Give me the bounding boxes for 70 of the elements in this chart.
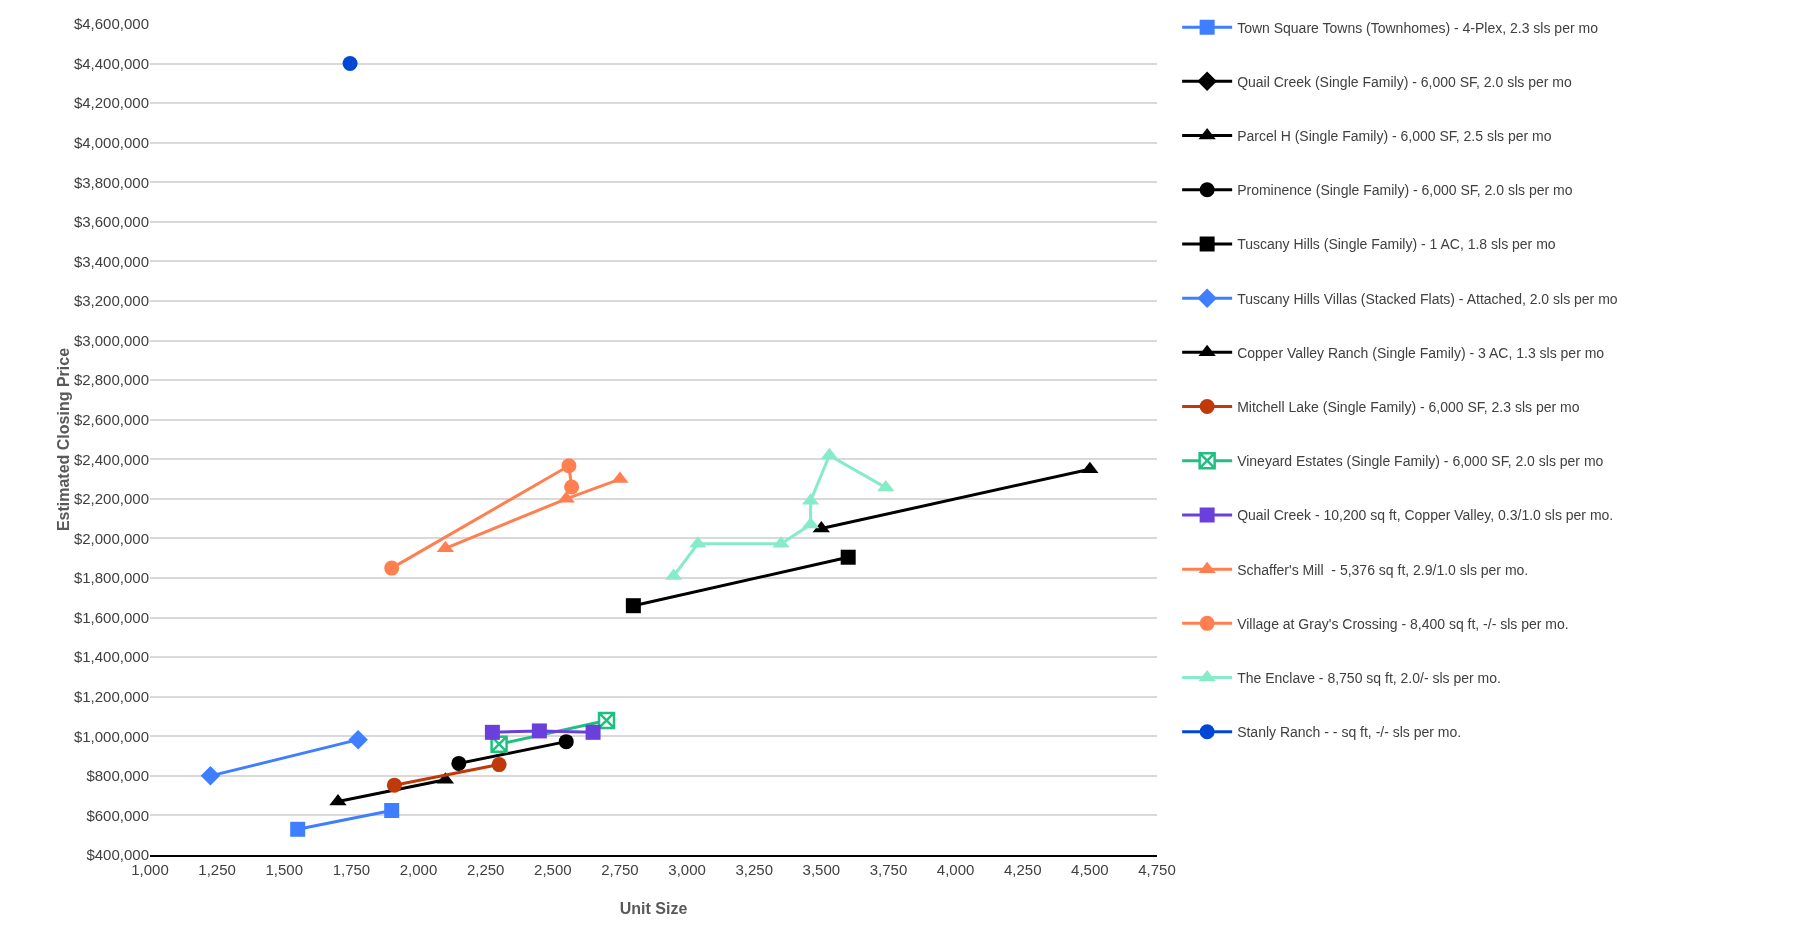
point <box>840 549 856 565</box>
x-tick-label: 4,500 <box>1071 861 1109 878</box>
y-tick-label: $2,600,000 <box>73 410 149 428</box>
x-tick-label: 2,250 <box>466 861 505 878</box>
y-tick-label: $1,800,000 <box>73 569 149 587</box>
y-tick-label: $1,600,000 <box>73 608 149 626</box>
point <box>625 598 641 614</box>
y-tick-label: $4,600,000 <box>73 15 149 33</box>
point <box>384 560 400 576</box>
legend-label: Village at Gray's Crossing - 8,400 sq ft, -/- sls per mo. <box>1237 615 1569 632</box>
legend-label: Schaffer's Mill - 5,376 sq ft, 2.9/1.0 sls per mo. <box>1237 561 1529 578</box>
x-tick-label: 4,250 <box>1003 861 1042 878</box>
point <box>491 757 507 773</box>
legend-label: Prominence (Single Family) - 6,000 SF, 2.0 sls per mo <box>1237 182 1573 199</box>
x-tick-label: 1,500 <box>265 861 304 878</box>
x-tick-label: 3,750 <box>869 861 908 878</box>
x-tick-label: 1,000 <box>131 861 169 878</box>
point <box>386 777 402 793</box>
x-tick-label: 2,000 <box>399 861 438 878</box>
x-tick-label: 3,250 <box>735 861 773 878</box>
legend-label: Tuscany Hills (Single Family) - 1 AC, 1.8 sls per mo <box>1237 236 1556 253</box>
x-tick-label: 3,000 <box>668 861 706 878</box>
y-tick-label: $600,000 <box>86 806 149 824</box>
y-tick-label: $1,400,000 <box>73 648 149 666</box>
legend-label: Town Square Towns (Townhomes) - 4-Plex, 2.3 sls per mo <box>1237 19 1599 36</box>
y-tick-label: $3,200,000 <box>73 292 149 310</box>
point <box>585 724 601 740</box>
point <box>348 729 368 750</box>
legend-label: The Enclave - 8,750 sq ft, 2.0/- sls per mo. <box>1237 669 1501 686</box>
x-axis-title: Unit Size <box>619 900 688 917</box>
x-tick-label: 4,000 <box>936 861 975 878</box>
y-axis-title: Estimated Closing Price <box>54 347 72 532</box>
point <box>561 458 577 474</box>
y-tick-label: $2,400,000 <box>73 450 149 468</box>
y-tick-label: $800,000 <box>86 767 149 785</box>
legend-label: Mitchell Lake (Single Family) - 6,000 SF, 2.3 sls per mo <box>1237 398 1580 415</box>
y-tick-label: $3,600,000 <box>73 213 149 231</box>
x-tick-label: 1,750 <box>332 861 371 878</box>
y-tick-label: $3,800,000 <box>73 173 149 191</box>
x-tick-label: 2,500 <box>534 861 572 878</box>
point <box>290 821 306 837</box>
y-tick-label: $1,000,000 <box>73 727 149 745</box>
legend-label: Copper Valley Ranch (Single Family) - 3 AC, 1.3 sls per mo <box>1237 344 1605 361</box>
point <box>384 802 400 818</box>
y-tick-label: $400,000 <box>86 846 149 864</box>
y-tick-label: $4,000,000 <box>73 133 149 151</box>
x-tick-label: 4,750 <box>1138 861 1176 878</box>
point <box>484 724 500 740</box>
y-tick-label: $4,200,000 <box>73 94 149 112</box>
y-tick-label: $3,000,000 <box>73 331 149 349</box>
y-tick-label: $2,000,000 <box>73 529 149 547</box>
point <box>558 734 574 750</box>
y-tick-label: $1,200,000 <box>73 687 149 705</box>
y-tick-label: $3,400,000 <box>73 252 149 270</box>
y-tick-label: $4,400,000 <box>73 54 149 72</box>
point <box>451 755 467 771</box>
x-tick-label: 2,750 <box>601 861 639 878</box>
x-tick-label: 1,250 <box>198 861 236 878</box>
legend-label: Stanly Ranch - - sq ft, -/- sls per mo. <box>1237 724 1462 741</box>
point <box>531 723 547 739</box>
y-tick-label: $2,200,000 <box>73 490 149 508</box>
legend-label: Vineyard Estates (Single Family) - 6,000 SF, 2.0 sls per mo <box>1237 453 1604 470</box>
point <box>564 479 580 495</box>
legend-label: Quail Creek (Single Family) - 6,000 SF, 2.0 sls per mo <box>1237 73 1572 90</box>
y-tick-label: $2,800,000 <box>73 371 149 389</box>
legend-label: Quail Creek - 10,200 sq ft, Copper Valley, 0.3/1.0 sls per mo. <box>1237 507 1614 524</box>
point <box>200 766 221 786</box>
legend-label: Parcel H (Single Family) - 6,000 SF, 2.5 sls per mo <box>1237 127 1552 144</box>
x-tick-label: 3,500 <box>802 861 841 878</box>
legend-label: Tuscany Hills Villas (Stacked Flats) - Attached, 2.0 sls per mo <box>1237 290 1618 307</box>
